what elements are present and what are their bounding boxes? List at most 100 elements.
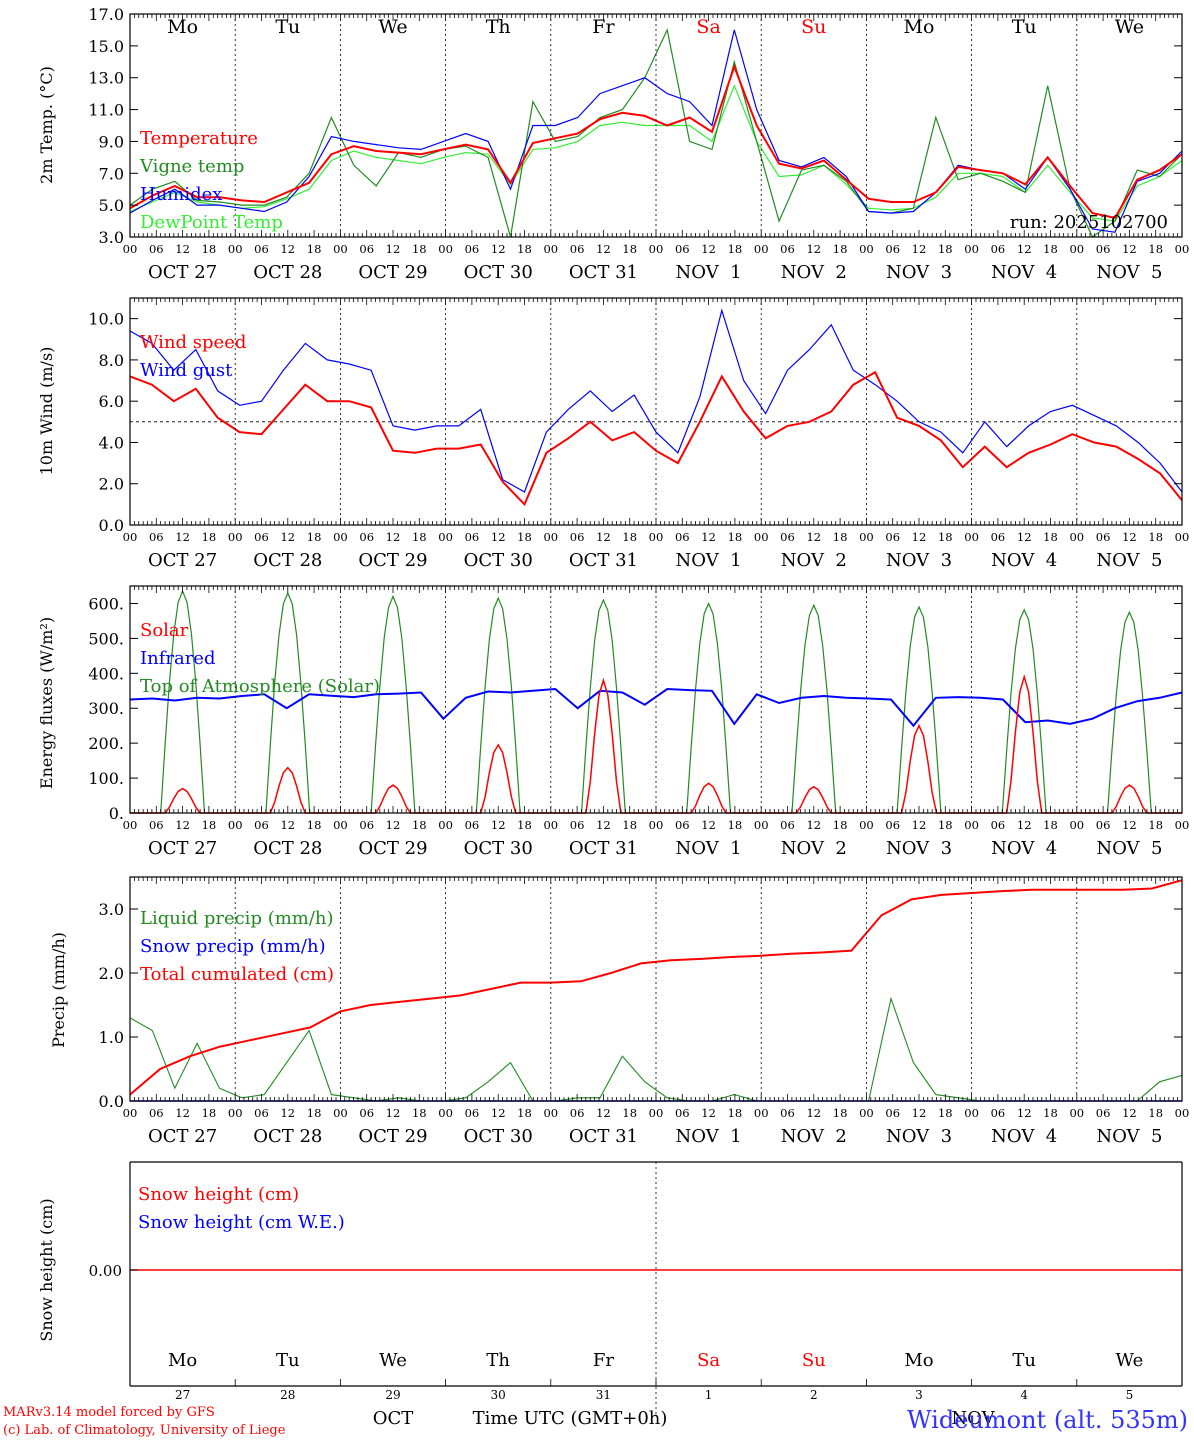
energy-date-label: NOV 1 <box>676 838 742 859</box>
snow-weekdays-label: We <box>379 1350 407 1371</box>
wind-hour-label: 06 <box>675 530 690 544</box>
wind-gust-line <box>129 308 1183 493</box>
legend-humidex: Humidex <box>140 184 222 205</box>
wind-panel: 0.0 2.0 4.0 6.0 8.0 10.0 10m Wind (m/s) Wind … <box>37 297 1189 571</box>
precip-hour-label: 18 <box>833 1106 848 1120</box>
precip-hour-label: 12 <box>175 1106 190 1120</box>
precip-hour-label: 18 <box>1148 1106 1163 1120</box>
precip-date-label: OCT 30 <box>464 1126 533 1147</box>
wind-hour-label: 00 <box>754 530 769 544</box>
energy-y-tick-label: 0. <box>109 804 124 823</box>
legend-snow-height-we: Snow height (cm W.E.) <box>138 1212 345 1233</box>
temp-hour-label: 12 <box>1122 242 1137 256</box>
precip-hour-label: 06 <box>254 1106 269 1120</box>
precip-hour-label: 12 <box>1122 1106 1137 1120</box>
precip-hour-label: 18 <box>728 1106 743 1120</box>
wind-hour-label: 12 <box>280 530 295 544</box>
precip-hour-label: 18 <box>412 1106 427 1120</box>
energy-y-axis-label: Energy fluxes (W/m²) <box>37 617 56 789</box>
legend-temperature: Temperature <box>140 128 258 149</box>
precip-hour-label: 18 <box>517 1106 532 1120</box>
energy-hour-label: 00 <box>438 818 453 832</box>
energy-y-tick-label: 300. <box>88 699 124 718</box>
precip-y-tick-label: 1.0 <box>99 1028 124 1047</box>
temp-hour-label: 00 <box>754 242 769 256</box>
temp-weekdays-label: Fr <box>592 16 615 38</box>
temp-date-label: NOV 3 <box>886 262 952 283</box>
wind-y-axis-label: 10m Wind (m/s) <box>37 347 56 476</box>
temp-date-label: NOV 4 <box>991 262 1057 283</box>
temp-y-tick-label: 13.0 <box>88 69 124 88</box>
temp-weekdays-label: Tu <box>275 16 300 38</box>
wind-hour-label: 00 <box>123 530 138 544</box>
temp-date-label: OCT 28 <box>253 262 322 283</box>
temp-hour-label: 06 <box>254 242 269 256</box>
energy-hour-label: 12 <box>806 818 821 832</box>
bottom-day-number: 4 <box>1020 1388 1028 1402</box>
temp-hour-label: 06 <box>780 242 795 256</box>
precip-hour-label: 00 <box>438 1106 453 1120</box>
wind-hour-label: 06 <box>149 530 164 544</box>
wind-speed-line <box>129 370 1183 507</box>
energy-hour-label: 00 <box>859 818 874 832</box>
energy-hour-label: 18 <box>833 818 848 832</box>
energy-hour-label: 06 <box>1096 818 1111 832</box>
energy-y-tick-label: 400. <box>88 664 124 683</box>
snow-weekdays-label: Tu <box>1012 1350 1036 1371</box>
wind-date-label: NOV 3 <box>886 550 952 571</box>
energy-hour-label: 00 <box>754 818 769 832</box>
wind-date-label: NOV 4 <box>991 550 1057 571</box>
energy-y-tick-label: 200. <box>88 734 124 753</box>
temp-date-label: OCT 30 <box>464 262 533 283</box>
energy-hour-label: 12 <box>1122 818 1137 832</box>
wind-hour-label: 00 <box>438 530 453 544</box>
energy-hour-label: 06 <box>991 818 1006 832</box>
snow-weekdays-label: Tu <box>276 1350 300 1371</box>
bottom-day-number: 28 <box>280 1388 295 1402</box>
temp-weekdays-label: Sa <box>696 16 720 38</box>
temp-date-label: OCT 31 <box>569 262 638 283</box>
wind-hour-label: 18 <box>517 530 532 544</box>
precip-hour-label: 06 <box>885 1106 900 1120</box>
wind-hour-label: 12 <box>1122 530 1137 544</box>
legend-toa-solar: Top of Atmosphere (Solar) <box>140 676 380 697</box>
temp-y-axis-label: 2m Temp. (°C) <box>37 66 56 184</box>
wind-hour-label: 06 <box>254 530 269 544</box>
energy-hour-label: 00 <box>543 818 558 832</box>
legend-wind-gust: Wind gust <box>140 360 233 381</box>
precip-date-label: NOV 2 <box>781 1126 847 1147</box>
temp-hour-label: 06 <box>570 242 585 256</box>
temp-hour-label: 18 <box>728 242 743 256</box>
legend-snow-height: Snow height (cm) <box>138 1184 299 1205</box>
precip-hour-label: 18 <box>1043 1106 1058 1120</box>
energy-hour-label: 12 <box>175 818 190 832</box>
temp-hour-label: 00 <box>1175 242 1190 256</box>
temp-hour-label: 00 <box>438 242 453 256</box>
wind-hour-label: 18 <box>412 530 427 544</box>
precip-date-label: OCT 31 <box>569 1126 638 1147</box>
precip-hour-label: 00 <box>543 1106 558 1120</box>
wind-hour-label: 12 <box>175 530 190 544</box>
energy-hour-label: 06 <box>885 818 900 832</box>
wind-hour-label: 18 <box>202 530 217 544</box>
energy-date-label: OCT 28 <box>253 838 322 859</box>
wind-hour-label: 06 <box>885 530 900 544</box>
snow-y-axis-label: Snow height (cm) <box>37 1198 56 1341</box>
temp-hour-label: 12 <box>596 242 611 256</box>
temp-hour-label: 06 <box>359 242 374 256</box>
energy-hour-label: 18 <box>412 818 427 832</box>
precip-hour-label: 06 <box>570 1106 585 1120</box>
wind-y-tick-label: 4.0 <box>99 433 124 452</box>
precip-y-tick-label: 0.0 <box>99 1092 124 1111</box>
wind-hour-label: 00 <box>333 530 348 544</box>
temp-date-label: NOV 2 <box>781 262 847 283</box>
precip-hour-label: 12 <box>1017 1106 1032 1120</box>
precip-hour-label: 06 <box>1096 1106 1111 1120</box>
temp-y-tick-label: 15.0 <box>88 37 124 56</box>
temp-hour-label: 12 <box>491 242 506 256</box>
precip-date-label: NOV 4 <box>991 1126 1057 1147</box>
precip-y-tick-label: 2.0 <box>99 964 124 983</box>
temp-hour-label: 00 <box>543 242 558 256</box>
precip-hour-label: 06 <box>359 1106 374 1120</box>
energy-hour-label: 18 <box>622 818 637 832</box>
